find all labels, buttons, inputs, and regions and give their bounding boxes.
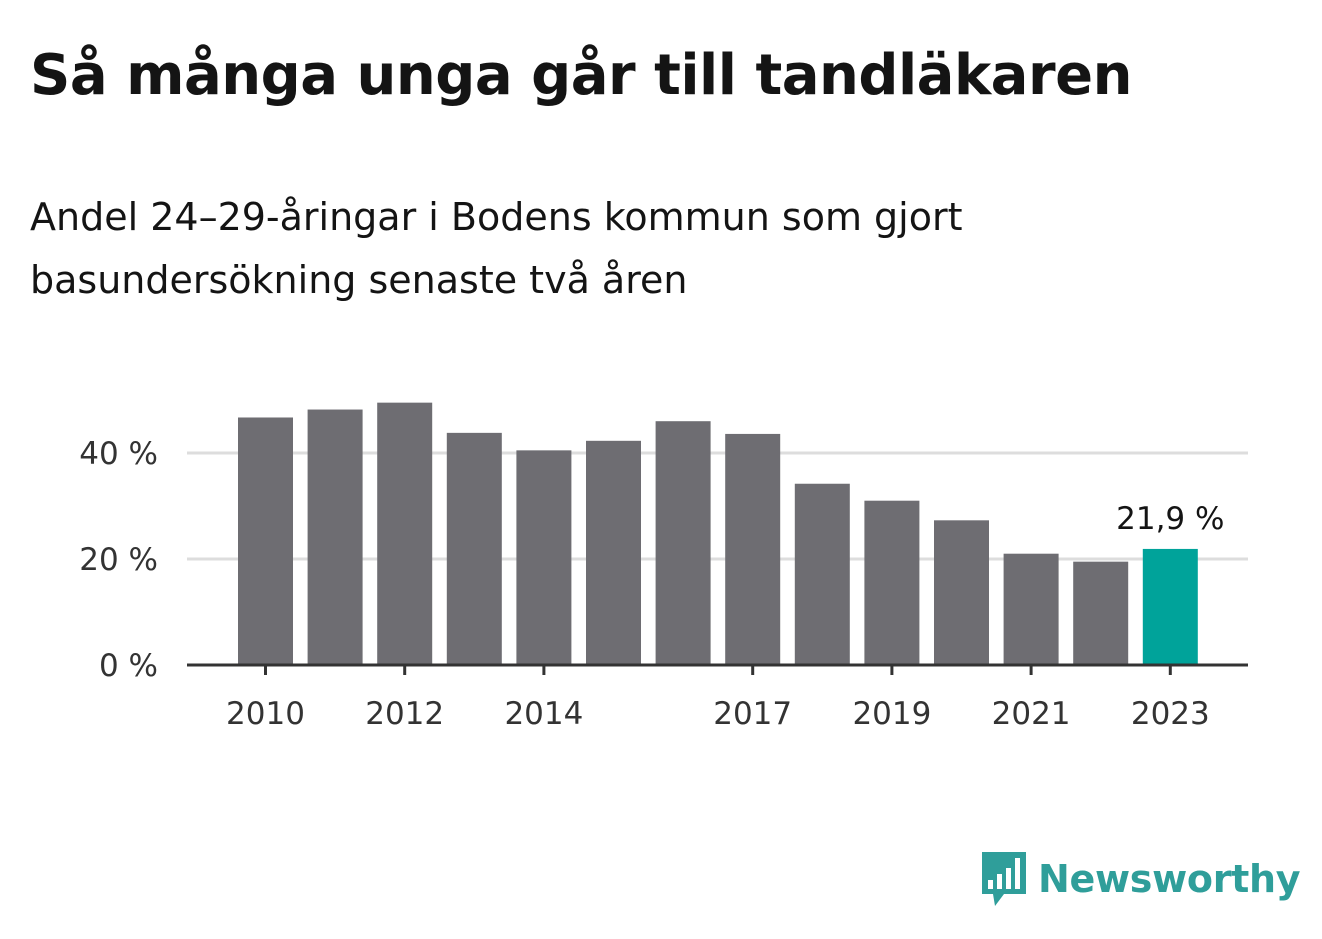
bar bbox=[934, 520, 989, 665]
y-tick-label: 0 % bbox=[99, 648, 158, 684]
bar bbox=[446, 432, 502, 665]
bar-chart: 0 % 20 % 40 % 2010 2012 2014 2017 2019 2021 2023 2… bbox=[79, 402, 1248, 732]
bar bbox=[377, 402, 433, 665]
bar bbox=[238, 417, 293, 665]
bar bbox=[864, 500, 920, 665]
y-tick-label: 20 % bbox=[79, 542, 158, 578]
bar bbox=[516, 450, 572, 665]
x-tick-label: 2010 bbox=[226, 696, 305, 732]
x-tick-label: 2023 bbox=[1131, 696, 1210, 732]
gridlines bbox=[187, 451, 1248, 561]
labels: 0 % 20 % 40 % 2010 2012 2014 2017 2019 2021 2023 2… bbox=[79, 436, 1224, 732]
bar bbox=[307, 409, 363, 665]
data-label-2023: 21,9 % bbox=[1116, 501, 1224, 537]
bar-highlight bbox=[1142, 548, 1198, 665]
x-tick-label: 2019 bbox=[852, 696, 931, 732]
bar bbox=[1003, 553, 1059, 665]
x-tick-label: 2014 bbox=[504, 696, 583, 732]
x-tick-label: 2021 bbox=[992, 696, 1071, 732]
bar bbox=[1073, 561, 1129, 665]
bar bbox=[794, 483, 850, 665]
bar bbox=[655, 421, 711, 665]
bar bbox=[725, 433, 781, 665]
newsworthy-logo-text: Newsworthy bbox=[1038, 857, 1301, 901]
newsworthy-chart-bubble-icon bbox=[982, 852, 1026, 906]
bars bbox=[238, 402, 1198, 665]
chart-subtitle: Andel 24–29-åringar i Bodens kommun som … bbox=[30, 195, 963, 302]
newsworthy-logo: Newsworthy bbox=[980, 850, 1301, 908]
bar bbox=[586, 440, 641, 665]
x-tick-label: 2012 bbox=[365, 696, 444, 732]
x-tick-label: 2017 bbox=[713, 696, 792, 732]
chart-title: Så många unga går till tandläkaren bbox=[30, 43, 1132, 108]
y-tick-label: 40 % bbox=[79, 436, 158, 472]
axes bbox=[187, 663, 1248, 675]
